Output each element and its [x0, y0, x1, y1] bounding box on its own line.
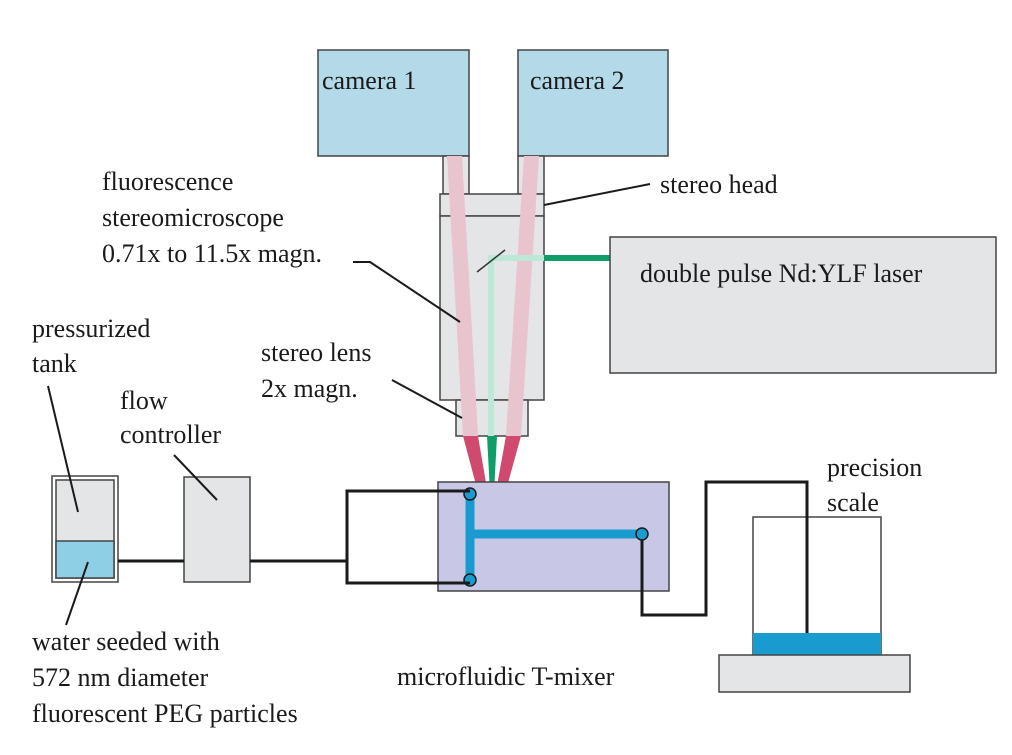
scale-label-line-1: precision	[827, 453, 922, 482]
stereo-head-leader	[543, 183, 651, 206]
stereo-lens-label-line-1: stereo lens	[261, 338, 371, 367]
microscope-label-line-2: stereomicroscope	[102, 203, 284, 232]
tank-leader	[47, 385, 79, 513]
tube-split-top	[345, 489, 470, 561]
water-label-line-2: 572 nm diameter	[32, 663, 209, 692]
tube-outlet-to-scale	[640, 480, 809, 633]
camera-1-optical-path	[447, 156, 478, 436]
microscope-label-line-1: fluorescence	[102, 167, 233, 196]
camera-2-optical-path	[506, 156, 539, 436]
flow-controller-leader	[173, 454, 218, 501]
scale-beaker-water	[753, 633, 881, 655]
laser-box	[609, 236, 997, 374]
laser-label: double pulse Nd:YLF laser	[640, 259, 923, 288]
stereo-lens-label-line-2: 2x magn.	[261, 374, 358, 403]
camera-2-box	[517, 49, 669, 157]
water-label-line-3: fluorescent PEG particles	[32, 699, 298, 728]
t-mixer-label: microfluidic T-mixer	[397, 662, 615, 691]
scale-label-line-2: scale	[827, 488, 879, 517]
stereo-head-label: stereo head	[660, 170, 778, 199]
stereo-lens-leader	[391, 379, 463, 419]
scale-beaker	[752, 516, 882, 656]
camera-2-label: camera 2	[530, 66, 625, 95]
microscope-label-line-3: 0.71x to 11.5x magn.	[102, 239, 322, 268]
flow-controller-label-line-2: controller	[120, 420, 221, 449]
flow-controller-label-line-1: flow	[120, 386, 168, 415]
camera-1-label: camera 1	[322, 66, 417, 95]
water-label-line-1: water seeded with	[32, 627, 220, 656]
camera-1-box	[317, 49, 470, 157]
flow-controller-box	[183, 476, 251, 583]
dichroic-mirror	[476, 249, 506, 273]
scale-base	[718, 654, 911, 693]
tube-split-bottom	[345, 561, 470, 585]
tank-label-line-1: pressurized	[32, 314, 150, 343]
tank-label-line-2: tank	[32, 349, 77, 378]
water-leader	[65, 561, 89, 626]
microscope-leader	[353, 261, 461, 323]
laser-beam-internal	[488, 255, 544, 440]
outlet-port	[635, 527, 649, 541]
